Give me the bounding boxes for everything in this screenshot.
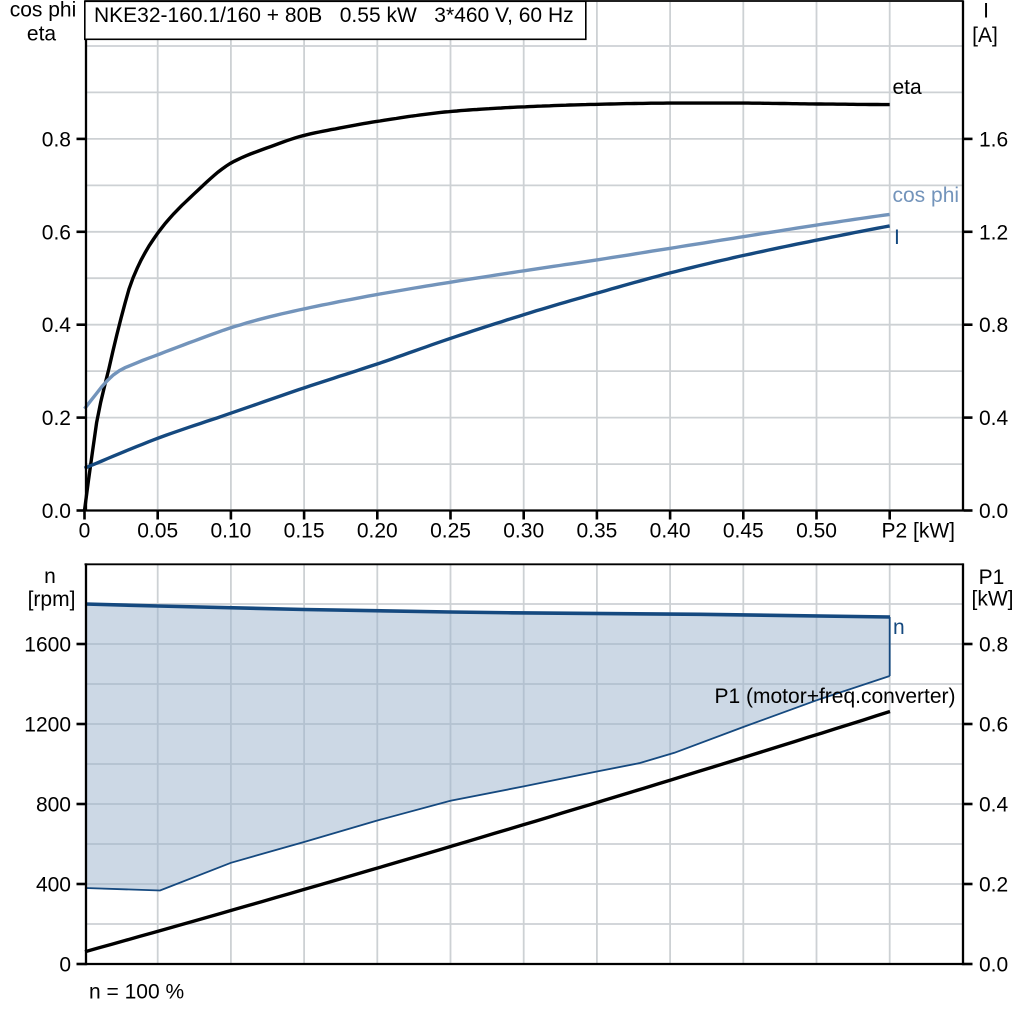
svg-text:eta: eta bbox=[27, 23, 57, 46]
svg-text:[kW]: [kW] bbox=[972, 588, 1014, 611]
svg-text:1600: 1600 bbox=[24, 634, 71, 657]
svg-text:n: n bbox=[44, 565, 56, 588]
svg-text:I: I bbox=[894, 226, 900, 249]
svg-text:[rpm]: [rpm] bbox=[28, 588, 76, 611]
svg-text:P1: P1 bbox=[979, 566, 1005, 589]
svg-text:cos phi: cos phi bbox=[893, 184, 960, 207]
svg-text:P2 [kW]: P2 [kW] bbox=[882, 520, 956, 543]
svg-text:[A]: [A] bbox=[972, 24, 998, 47]
svg-text:P1 (motor+freq.converter): P1 (motor+freq.converter) bbox=[715, 685, 956, 708]
svg-text:0.35: 0.35 bbox=[576, 520, 617, 543]
svg-text:0.0: 0.0 bbox=[979, 954, 1008, 977]
svg-text:800: 800 bbox=[36, 794, 71, 817]
svg-text:1200: 1200 bbox=[24, 714, 71, 737]
svg-text:0.2: 0.2 bbox=[979, 874, 1008, 897]
svg-text:0.45: 0.45 bbox=[723, 520, 764, 543]
svg-text:0.4: 0.4 bbox=[42, 314, 72, 337]
svg-text:0.15: 0.15 bbox=[284, 520, 325, 543]
svg-text:0.10: 0.10 bbox=[210, 520, 251, 543]
svg-text:0.30: 0.30 bbox=[503, 520, 544, 543]
svg-text:0.8: 0.8 bbox=[979, 314, 1008, 337]
svg-text:400: 400 bbox=[36, 874, 71, 897]
svg-text:0: 0 bbox=[59, 954, 71, 977]
svg-text:0.8: 0.8 bbox=[42, 128, 71, 151]
svg-text:0.25: 0.25 bbox=[430, 520, 471, 543]
svg-text:0.6: 0.6 bbox=[42, 221, 71, 244]
svg-text:n = 100 %: n = 100 % bbox=[89, 981, 184, 1004]
svg-text:0.0: 0.0 bbox=[979, 500, 1008, 523]
svg-text:0.2: 0.2 bbox=[42, 407, 71, 430]
svg-text:eta: eta bbox=[893, 76, 923, 99]
svg-text:0.4: 0.4 bbox=[979, 407, 1009, 430]
svg-text:n: n bbox=[893, 616, 905, 639]
svg-text:0.6: 0.6 bbox=[979, 714, 1008, 737]
svg-text:0.40: 0.40 bbox=[650, 520, 691, 543]
svg-text:I: I bbox=[983, 0, 989, 23]
svg-text:0: 0 bbox=[79, 520, 91, 543]
svg-text:0.50: 0.50 bbox=[796, 520, 837, 543]
svg-text:1.2: 1.2 bbox=[979, 221, 1008, 244]
svg-text:0.4: 0.4 bbox=[979, 794, 1009, 817]
svg-text:1.6: 1.6 bbox=[979, 128, 1008, 151]
svg-text:0.8: 0.8 bbox=[979, 634, 1008, 657]
svg-text:0.05: 0.05 bbox=[137, 520, 178, 543]
svg-text:cos phi: cos phi bbox=[10, 0, 77, 22]
svg-text:0.20: 0.20 bbox=[357, 520, 398, 543]
svg-text:0.0: 0.0 bbox=[42, 500, 71, 523]
svg-text:NKE32-160.1/160 + 80B 0.55 k: NKE32-160.1/160 + 80B 0.55 kW 3*460 V, 6… bbox=[94, 4, 574, 27]
